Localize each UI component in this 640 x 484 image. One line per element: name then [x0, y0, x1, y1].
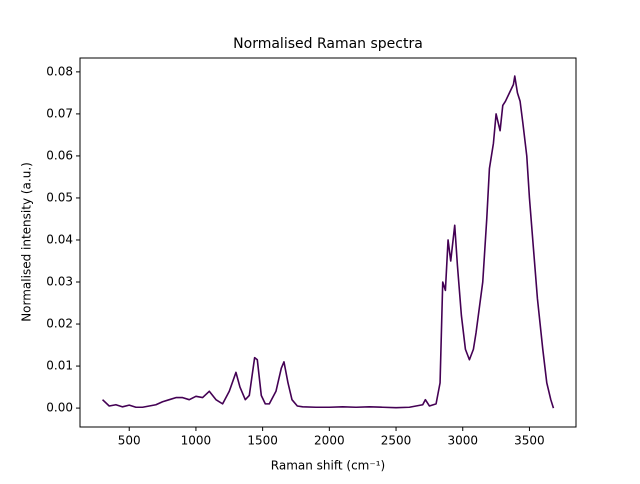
y-tick-label: 0.01: [46, 359, 73, 373]
y-tick-label: 0.02: [46, 317, 73, 331]
x-tick-label: 2500: [381, 434, 412, 448]
y-tick-label: 0.07: [46, 106, 73, 120]
spectrum-line: [102, 75, 555, 409]
x-tick-label: 3000: [447, 434, 478, 448]
y-tick-label: 0.06: [46, 148, 73, 162]
y-tick-label: 0.05: [46, 190, 73, 204]
plot-frame: [79, 57, 577, 428]
x-axis-label: Raman shift (cm⁻¹): [271, 459, 385, 473]
x-tick-label: 1500: [247, 434, 278, 448]
y-tick-label: 0.08: [46, 64, 73, 78]
x-tick-label: 2000: [314, 434, 345, 448]
x-tick-label: 500: [118, 434, 141, 448]
chart-title: Normalised Raman spectra: [233, 36, 423, 52]
y-tick-label: 0.00: [46, 401, 73, 415]
y-tick-label: 0.04: [46, 232, 73, 246]
y-axis-label: Normalised intensity (a.u.): [20, 162, 34, 322]
y-tick-label: 0.03: [46, 275, 73, 289]
x-tick-label: 3500: [514, 434, 545, 448]
x-tick-label: 1000: [181, 434, 212, 448]
